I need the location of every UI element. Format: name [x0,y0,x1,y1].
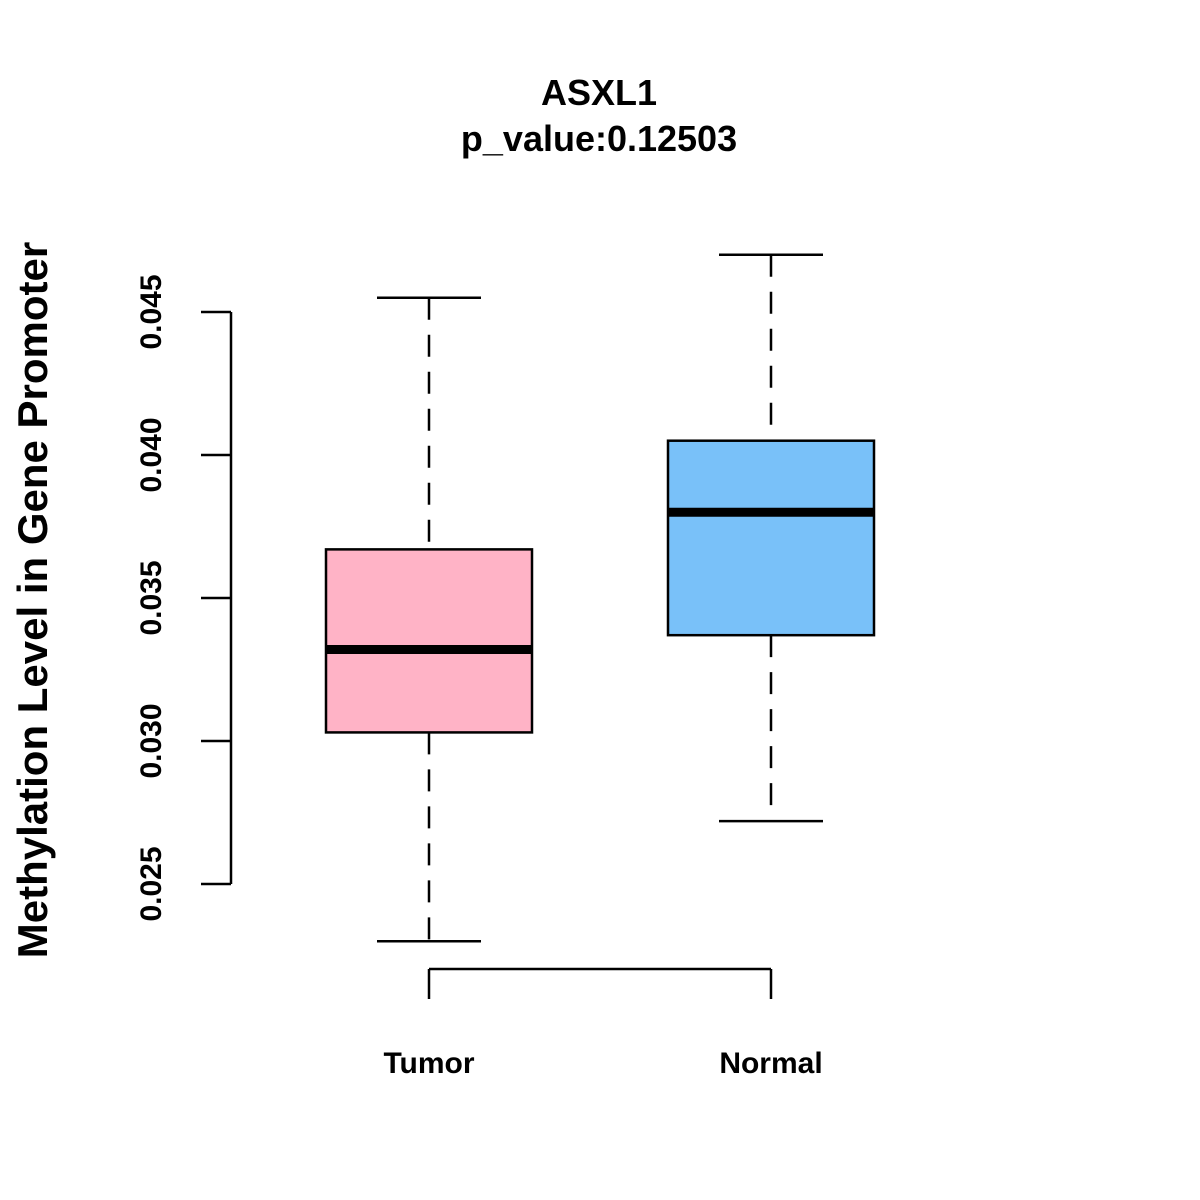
iqr-box [666,439,876,637]
y-tick-label: 0.040 [135,417,168,492]
y-tick-label: 0.030 [135,703,168,778]
y-axis-label: Methylation Level in Gene Promoter [9,242,56,958]
box-normal [666,253,876,823]
y-axis: 0.025 0.030 0.035 0.040 0.045 [135,274,233,922]
chart-title: ASXL1 [541,72,657,113]
x-tick-label: Normal [719,1047,822,1080]
y-tick-label: 0.035 [135,560,168,635]
x-tick-label: Tumor [383,1047,474,1080]
y-tick-label: 0.025 [135,846,168,921]
y-tick-label: 0.045 [135,274,168,349]
x-axis: Tumor Normal [383,967,823,1080]
iqr-box [324,548,534,734]
box-tumor [324,296,534,943]
chart-subtitle: p_value:0.12503 [461,118,737,159]
boxes-group [324,253,876,943]
